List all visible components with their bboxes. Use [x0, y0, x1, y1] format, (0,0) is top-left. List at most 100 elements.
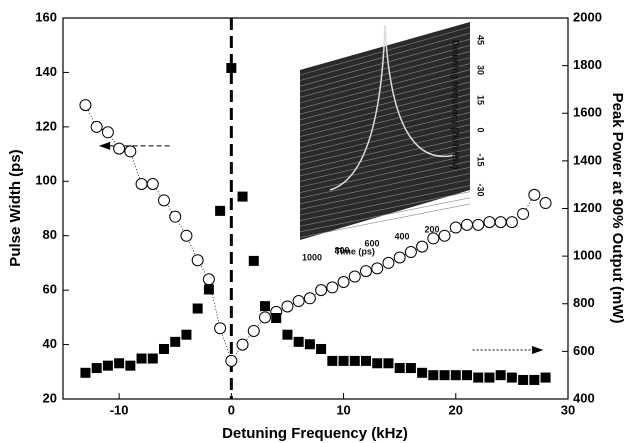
circle-marker	[146, 178, 159, 191]
y2-tick-label: 1000	[573, 248, 602, 263]
x-tick-label: 0	[228, 402, 235, 417]
square-marker	[293, 336, 304, 347]
inset-trace	[299, 118, 471, 160]
square-marker	[417, 367, 428, 378]
square-marker	[260, 301, 270, 312]
inset-trace	[299, 106, 471, 149]
y-tick-label: 20	[43, 390, 57, 405]
square-marker	[484, 372, 495, 383]
circle-marker	[315, 284, 328, 297]
square-marker	[181, 329, 192, 340]
square-marker	[136, 353, 147, 364]
circle-marker	[214, 322, 227, 335]
square-marker	[215, 205, 226, 216]
circle-marker	[180, 229, 193, 242]
circle-marker	[472, 218, 485, 231]
square-marker	[473, 372, 484, 383]
inset-trace	[299, 112, 471, 154]
y-tick-label: 120	[35, 118, 57, 133]
square-marker	[349, 355, 360, 366]
arrow-head	[98, 141, 111, 150]
x-tick-label: -10	[110, 402, 129, 417]
x-axis-title: Detuning Frequency (kHz)	[222, 425, 408, 442]
circle-marker	[158, 194, 170, 207]
circle-marker	[382, 256, 395, 269]
inset-trace	[299, 179, 471, 216]
inset-x-tick-label: 800	[334, 245, 349, 255]
square-marker	[450, 370, 461, 381]
square-marker	[428, 370, 439, 381]
square-marker	[192, 303, 203, 314]
y2-tick-label: 400	[573, 390, 595, 405]
inset-trace	[299, 69, 471, 115]
inset-surface	[300, 22, 470, 240]
circle-marker	[438, 229, 451, 242]
circle-marker	[292, 295, 305, 308]
circle-marker	[494, 216, 507, 229]
square-marker	[114, 358, 125, 369]
circle-marker	[113, 142, 126, 155]
square-marker	[170, 336, 181, 347]
inset-trace	[299, 51, 471, 98]
inset-trace	[299, 173, 471, 210]
y-axis-title: Pulse Width (ps)	[7, 149, 24, 266]
circle-marker	[461, 218, 473, 231]
circle-marker	[225, 354, 238, 367]
y-tick-label: 100	[35, 173, 57, 188]
square-marker	[529, 374, 540, 385]
inset-trace	[299, 99, 471, 143]
circle-marker	[101, 126, 114, 139]
inset-trace	[299, 148, 471, 188]
inset-trace	[299, 154, 471, 193]
inset-trace	[299, 63, 471, 109]
y2-tick-label: 600	[573, 343, 595, 358]
circle-marker	[259, 311, 271, 324]
y2-axis-title: Peak Power at 90% Output (mW)	[609, 93, 626, 324]
circle-marker	[427, 232, 440, 245]
square-marker	[125, 360, 136, 371]
square-marker	[361, 355, 371, 366]
square-marker	[80, 367, 91, 378]
circle-marker	[169, 210, 182, 223]
arrow-head	[532, 346, 544, 355]
circle-marker	[404, 246, 417, 259]
circle-marker	[416, 240, 429, 253]
circle-marker	[371, 262, 384, 275]
inset-trace	[299, 57, 471, 104]
square-marker	[540, 372, 551, 383]
circle-marker	[124, 145, 137, 158]
y2-tick-label: 2000	[573, 9, 602, 24]
square-marker	[316, 343, 327, 354]
square-marker	[102, 360, 113, 371]
y-tick-label: 40	[43, 336, 57, 351]
inset-trace	[299, 124, 471, 165]
circle-marker	[337, 275, 350, 288]
x-tick-label: 10	[336, 402, 350, 417]
square-marker	[495, 370, 506, 381]
circle-marker	[303, 292, 316, 305]
inset-trace	[299, 136, 471, 177]
circle-marker	[539, 197, 552, 210]
circle-marker	[191, 254, 204, 267]
inset-trace	[299, 87, 471, 132]
square-marker	[282, 329, 293, 340]
inset-x-tick-label: 600	[364, 238, 379, 248]
circle-marker	[90, 120, 103, 133]
inset-trace	[299, 93, 471, 137]
circle-marker	[247, 324, 260, 337]
inset-trace	[299, 167, 471, 205]
inset-trace	[299, 197, 471, 233]
y2-tick-label: 1600	[573, 105, 602, 120]
inset-trace	[299, 160, 471, 199]
inset-trace	[299, 191, 471, 227]
inset-y-tick-label: 45	[476, 35, 486, 45]
square-marker	[462, 370, 472, 381]
inset-trace	[299, 142, 471, 182]
inset-x-tick-label: 400	[394, 231, 409, 241]
inset-trace	[299, 75, 471, 121]
circle-marker	[360, 265, 372, 278]
square-marker	[506, 372, 517, 383]
circle-marker	[236, 338, 249, 351]
inset-trace	[299, 185, 471, 221]
circle-marker	[135, 178, 148, 191]
